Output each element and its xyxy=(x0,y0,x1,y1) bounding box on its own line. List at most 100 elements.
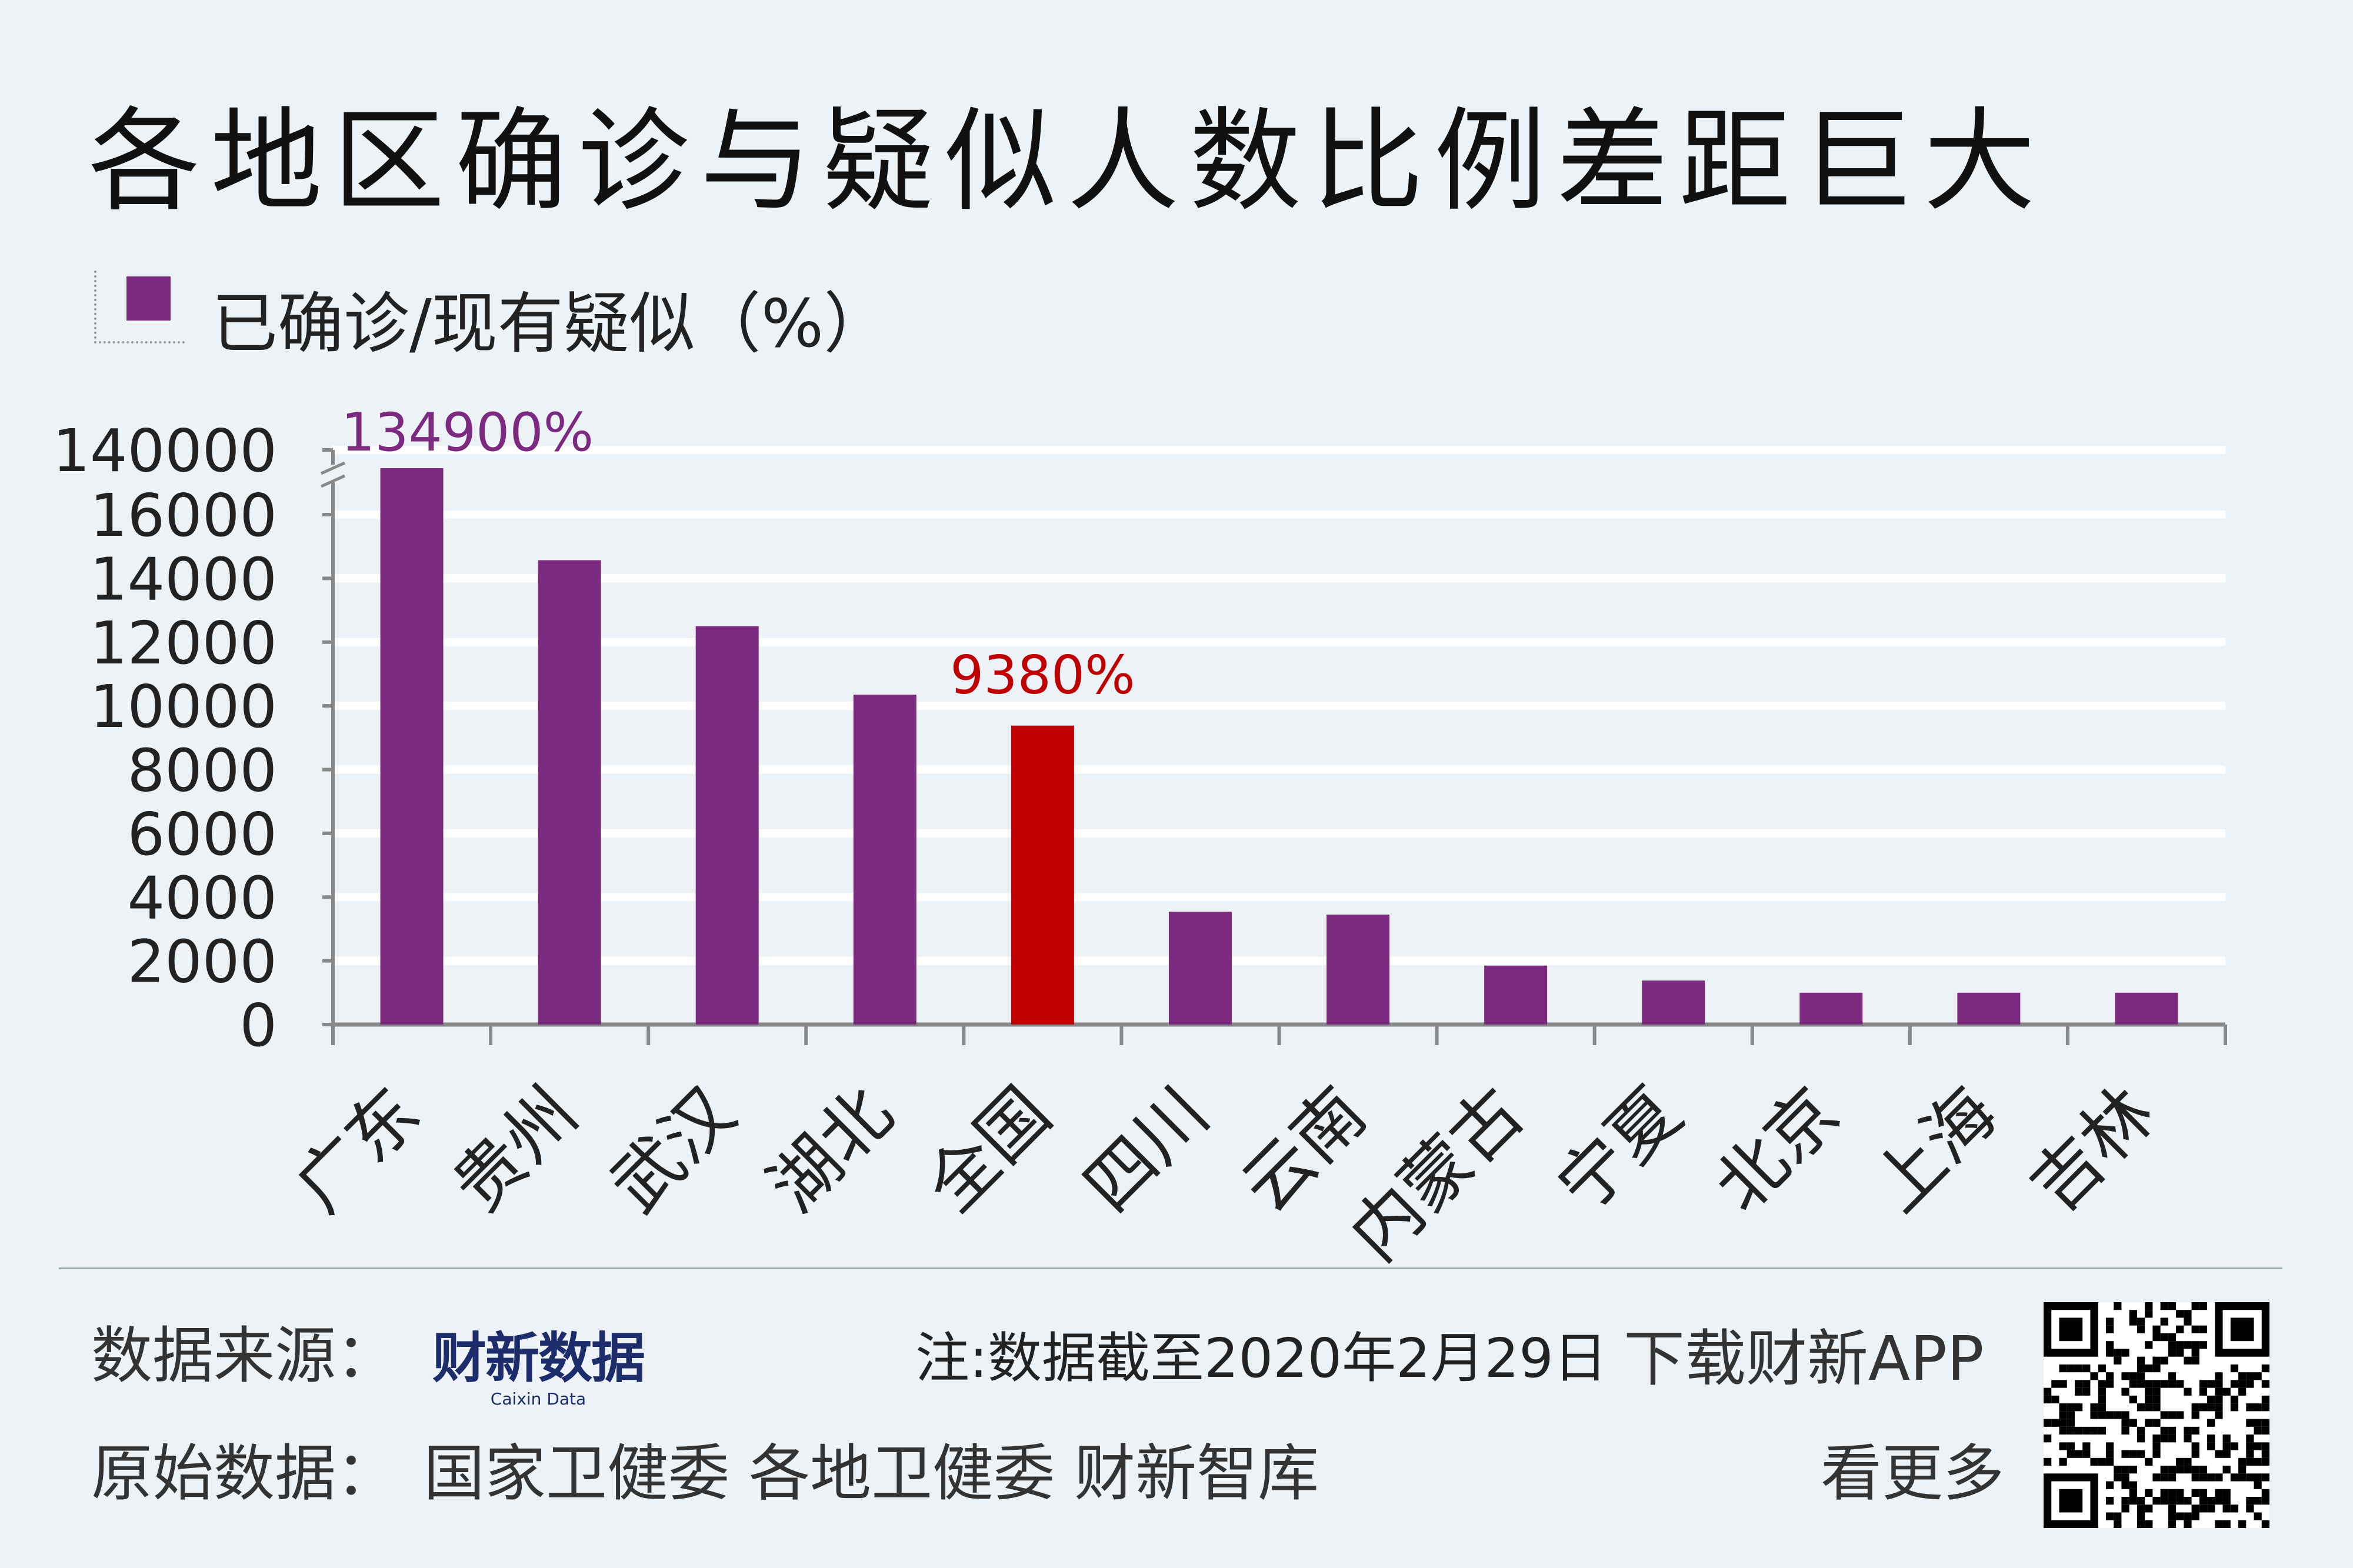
qr-module xyxy=(2191,1442,2199,1450)
qr-module xyxy=(2121,1349,2129,1357)
qr-module xyxy=(2105,1372,2114,1380)
qr-code[interactable] xyxy=(2044,1302,2269,1528)
qr-module xyxy=(2168,1512,2177,1520)
qr-module xyxy=(2168,1434,2177,1443)
qr-module xyxy=(2114,1466,2122,1474)
qr-module xyxy=(2129,1310,2137,1318)
qr-module xyxy=(2222,1504,2231,1513)
qr-module xyxy=(2145,1489,2153,1497)
data-note: 注:数据截至2020年2月29日 xyxy=(915,1327,1608,1390)
x-tick-label: 湖北 xyxy=(753,1072,908,1227)
qr-module xyxy=(2191,1403,2199,1412)
qr-module xyxy=(2168,1489,2177,1497)
qr-module xyxy=(2129,1395,2137,1404)
qr-module xyxy=(2044,1434,2052,1443)
qr-module xyxy=(2176,1489,2184,1497)
qr-module xyxy=(2261,1403,2269,1412)
qr-module xyxy=(2184,1426,2192,1435)
qr-module xyxy=(2145,1504,2153,1513)
qr-module xyxy=(2137,1372,2145,1380)
bar-广东 xyxy=(380,468,444,1025)
qr-module xyxy=(2261,1450,2269,1458)
qr-module xyxy=(2254,1426,2262,1435)
qr-module xyxy=(2184,1466,2192,1474)
qr-module xyxy=(2129,1317,2137,1326)
qr-module xyxy=(2261,1520,2269,1528)
qr-module xyxy=(2114,1349,2122,1357)
qr-finder xyxy=(2230,1317,2254,1342)
bar-吉林 xyxy=(2115,992,2178,1025)
qr-module xyxy=(2114,1512,2122,1520)
qr-module xyxy=(2121,1450,2129,1458)
qr-module xyxy=(2051,1419,2059,1427)
qr-module xyxy=(2261,1426,2269,1435)
qr-module xyxy=(2254,1473,2262,1482)
qr-module xyxy=(2152,1434,2161,1443)
qr-module xyxy=(2176,1341,2184,1349)
qr-module xyxy=(2199,1466,2208,1474)
bar-chart: 0200040006000800010000120001400016000140… xyxy=(52,402,2227,1265)
qr-module xyxy=(2184,1434,2192,1443)
qr-module xyxy=(2121,1372,2129,1380)
qr-module xyxy=(2222,1450,2231,1458)
qr-module xyxy=(2168,1333,2177,1342)
bar-四川 xyxy=(1168,912,1232,1025)
qr-module xyxy=(2121,1481,2129,1489)
qr-module xyxy=(2215,1497,2223,1505)
x-tick-label: 广东 xyxy=(279,1072,435,1227)
qr-module xyxy=(2098,1403,2106,1412)
qr-module xyxy=(2145,1341,2153,1349)
qr-module xyxy=(2105,1380,2114,1388)
qr-module xyxy=(2067,1364,2075,1373)
qr-module xyxy=(2199,1489,2208,1497)
bar-上海 xyxy=(1957,992,2021,1025)
bar-北京 xyxy=(1799,992,1863,1025)
qr-module xyxy=(2238,1457,2247,1466)
qr-module xyxy=(2105,1497,2114,1505)
qr-module xyxy=(2114,1302,2122,1310)
qr-module xyxy=(2207,1395,2215,1404)
qr-module xyxy=(2191,1450,2199,1458)
x-tick-label: 四川 xyxy=(1068,1072,1224,1227)
qr-module xyxy=(2129,1489,2137,1497)
qr-module xyxy=(2067,1442,2075,1450)
qr-module xyxy=(2145,1395,2153,1404)
qr-module xyxy=(2246,1403,2254,1412)
qr-module xyxy=(2207,1504,2215,1513)
qr-module xyxy=(2044,1419,2052,1427)
qr-module xyxy=(2184,1512,2192,1520)
qr-module xyxy=(2074,1426,2083,1435)
qr-module xyxy=(2246,1419,2254,1427)
qr-module xyxy=(2152,1442,2161,1450)
x-tick-label: 贵州 xyxy=(437,1072,592,1227)
qr-finder xyxy=(2059,1317,2083,1342)
qr-module xyxy=(2184,1310,2192,1318)
qr-module xyxy=(2184,1387,2192,1396)
qr-module xyxy=(2152,1473,2161,1482)
qr-module xyxy=(2176,1349,2184,1357)
qr-module xyxy=(2145,1364,2153,1373)
qr-module xyxy=(2098,1426,2106,1435)
data-label: 9380% xyxy=(950,645,1135,706)
qr-module xyxy=(2067,1403,2075,1412)
qr-module xyxy=(2199,1302,2208,1310)
qr-module xyxy=(2082,1442,2091,1450)
qr-module xyxy=(2160,1434,2168,1443)
qr-module xyxy=(2199,1325,2208,1333)
qr-module xyxy=(2098,1395,2106,1404)
qr-module xyxy=(2215,1395,2223,1404)
qr-module xyxy=(2160,1473,2168,1482)
qr-module xyxy=(2121,1426,2129,1435)
qr-module xyxy=(2191,1302,2199,1310)
qr-module xyxy=(2191,1411,2199,1419)
qr-module xyxy=(2152,1403,2161,1412)
qr-module xyxy=(2246,1380,2254,1388)
qr-module xyxy=(2191,1356,2199,1365)
qr-module xyxy=(2261,1473,2269,1482)
qr-module xyxy=(2199,1341,2208,1349)
qr-module xyxy=(2137,1380,2145,1388)
chart-title: 各地区确诊与疑似人数比例差距巨大 xyxy=(88,96,2047,226)
bar-宁夏 xyxy=(1642,980,1705,1025)
qr-module xyxy=(2261,1419,2269,1427)
qr-module xyxy=(2090,1426,2098,1435)
